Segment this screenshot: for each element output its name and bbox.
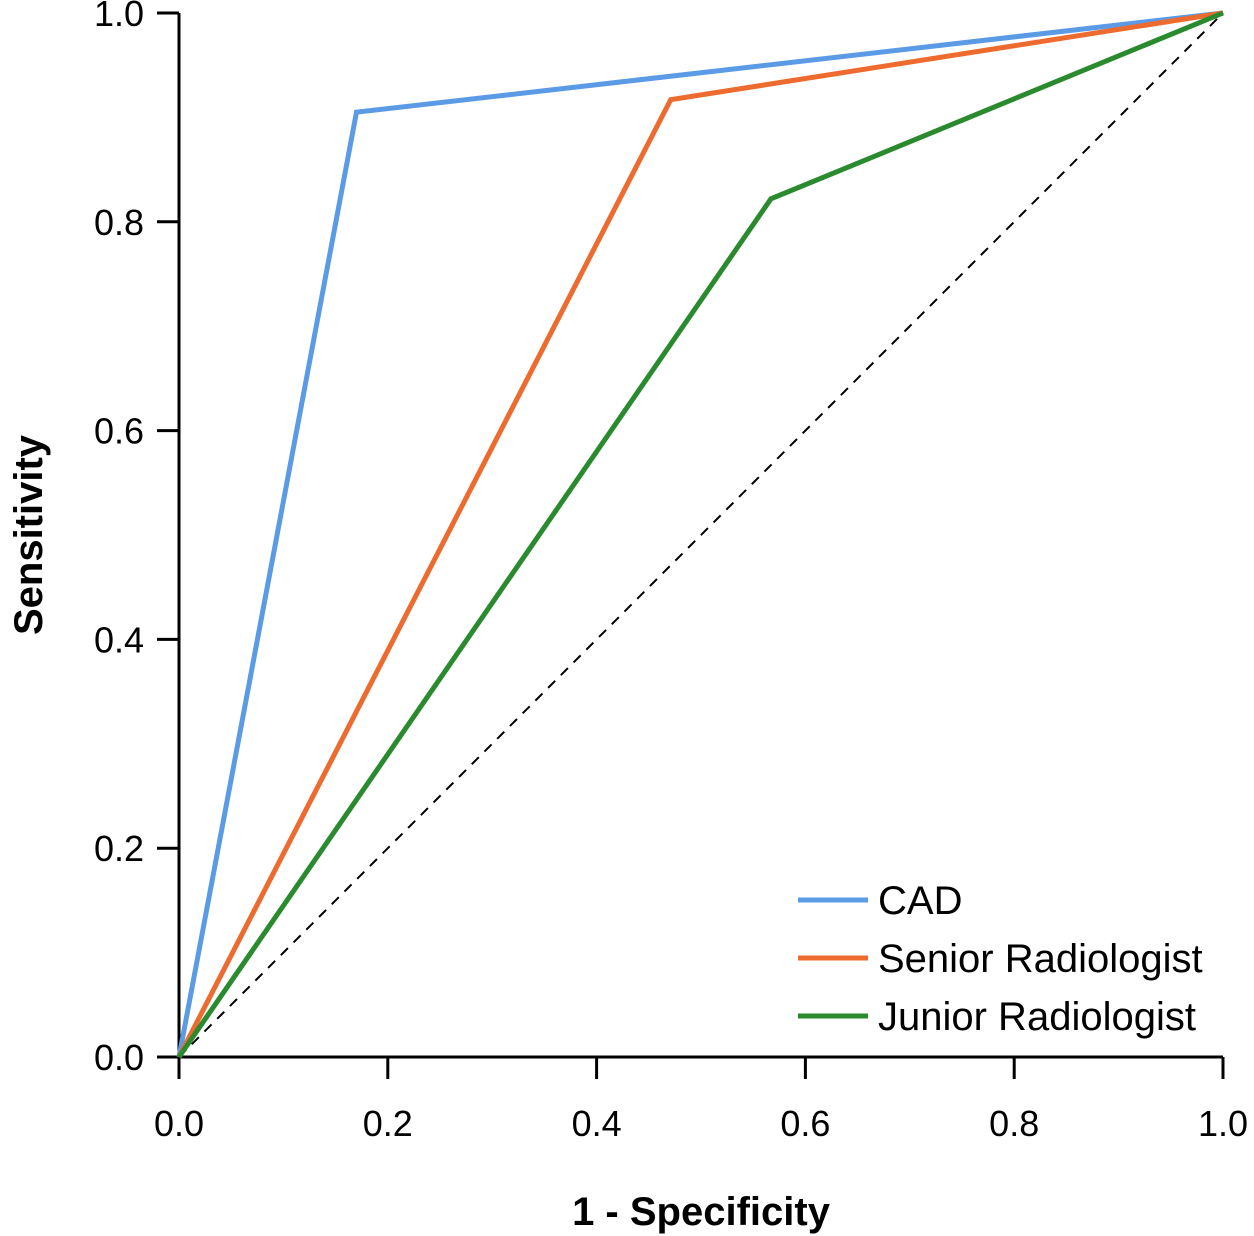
legend-label-junior-radiologist: Junior Radiologist	[878, 995, 1196, 1039]
x-tick-label: 0.4	[572, 1103, 622, 1144]
reference-line-group	[178, 12, 1224, 1058]
y-axis-title: Sensitivity	[7, 434, 51, 635]
y-tick-label: 0.0	[94, 1037, 144, 1078]
x-axis-title: 1 - Specificity	[572, 1190, 831, 1234]
axes: 0.0 0.2 0.4 0.6 0.8 1.0 0.0 0.2 0.4 0.6 0.8 1.0	[94, 0, 1248, 1144]
reference-diagonal-line	[178, 12, 1224, 1058]
series-line-senior-radiologist	[176, 10, 1224, 1059]
legend: CAD Senior Radiologist Junior Radiologist	[798, 879, 1203, 1039]
y-tick-label: 0.6	[94, 411, 144, 452]
y-tick-label: 0.8	[94, 202, 144, 243]
x-tick-label: 0.8	[989, 1103, 1039, 1144]
series-line-cad	[176, 10, 1224, 1058]
series-line-junior-radiologist	[176, 10, 1224, 1059]
x-tick-label: 0.6	[780, 1103, 830, 1144]
legend-label-senior-radiologist: Senior Radiologist	[878, 937, 1203, 981]
y-tick-label: 1.0	[94, 0, 144, 34]
x-tick-label: 0.0	[154, 1103, 204, 1144]
x-tick-label: 0.2	[363, 1103, 413, 1144]
series-lines	[176, 10, 1224, 1059]
legend-label-cad: CAD	[878, 879, 962, 923]
y-tick-label: 0.2	[94, 828, 144, 869]
y-tick-label: 0.4	[94, 619, 144, 660]
x-tick-label: 1.0	[1198, 1103, 1248, 1144]
